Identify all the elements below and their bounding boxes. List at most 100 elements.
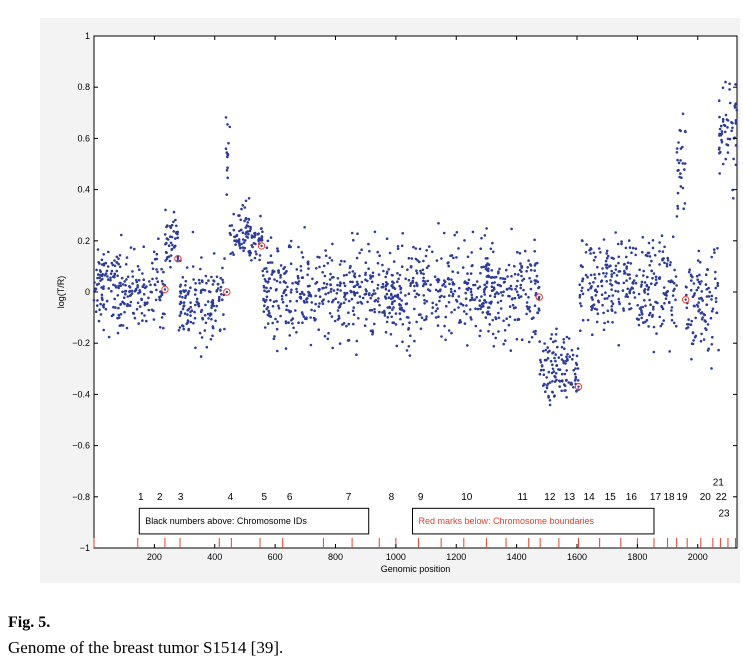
data-point (162, 326, 165, 330)
data-point (459, 320, 463, 324)
data-point (514, 287, 517, 291)
data-point (340, 259, 343, 263)
data-point (704, 273, 708, 276)
data-point (138, 305, 142, 308)
data-point (239, 218, 242, 222)
data-point (203, 329, 207, 332)
data-point (360, 248, 363, 251)
y-tick-label: −0.8 (72, 492, 90, 502)
chromosome-id-label: 15 (605, 492, 617, 503)
data-point (452, 282, 456, 286)
data-point (178, 326, 182, 329)
data-point (109, 276, 112, 280)
data-point (261, 230, 264, 233)
data-point (251, 245, 254, 249)
data-point (440, 257, 443, 260)
data-point (450, 290, 453, 294)
data-point (641, 312, 644, 316)
data-point (710, 367, 713, 370)
data-point (370, 308, 374, 312)
data-point (706, 323, 710, 326)
data-point (135, 307, 139, 311)
data-point (445, 304, 448, 308)
data-point (263, 267, 266, 270)
data-point (263, 289, 266, 293)
data-point (145, 302, 149, 305)
data-point (470, 318, 473, 321)
data-point (668, 350, 671, 353)
data-point (219, 285, 223, 289)
data-point (343, 260, 346, 263)
data-point (506, 275, 509, 278)
highlighted-point-ring (681, 295, 690, 304)
data-point (462, 310, 466, 313)
data-point (434, 288, 438, 292)
data-point (601, 303, 604, 307)
data-point (525, 269, 528, 273)
data-point (149, 283, 152, 287)
data-point (658, 250, 661, 253)
data-point (399, 317, 402, 321)
data-point (126, 295, 130, 298)
data-point (581, 277, 585, 281)
data-point (177, 329, 181, 332)
data-point (271, 269, 274, 272)
data-point (551, 363, 554, 367)
data-point (388, 305, 391, 309)
data-point (425, 315, 428, 318)
data-point (100, 293, 104, 297)
data-point (663, 261, 666, 265)
data-point (666, 259, 670, 262)
data-point (171, 243, 174, 247)
data-point (338, 263, 342, 266)
data-point (113, 264, 117, 268)
legend-text: Red marks below: Chromosome boundaries (418, 516, 594, 526)
data-point (580, 304, 583, 308)
data-point (193, 316, 197, 320)
data-point (255, 252, 258, 256)
data-point (547, 370, 551, 374)
data-point (714, 270, 717, 274)
data-point (386, 316, 390, 319)
data-point (610, 300, 613, 303)
data-point (647, 325, 650, 328)
data-point (385, 292, 389, 296)
data-point (215, 275, 219, 279)
data-point (394, 323, 398, 326)
data-point (458, 286, 461, 290)
data-point (532, 330, 535, 334)
chromosome-id-label: 17 (650, 492, 662, 503)
data-point (662, 257, 665, 260)
data-point (724, 113, 728, 117)
data-point (671, 294, 675, 297)
data-point (557, 356, 561, 359)
data-point (225, 169, 229, 172)
data-point (735, 109, 739, 112)
data-point (644, 304, 647, 308)
data-point (509, 284, 513, 288)
chromosome-id-label: 14 (584, 492, 596, 503)
data-point (607, 265, 611, 268)
chromosome-id-label: 10 (461, 492, 473, 503)
data-point (125, 304, 129, 308)
data-point (636, 318, 640, 321)
data-point (241, 238, 245, 241)
data-point (185, 266, 189, 269)
data-point (110, 289, 113, 293)
data-point (625, 267, 628, 270)
data-point (102, 287, 105, 291)
data-point (355, 283, 359, 287)
data-point (719, 133, 723, 137)
data-point (266, 322, 270, 325)
data-point (453, 233, 457, 237)
data-point (94, 310, 98, 314)
data-point (698, 297, 701, 300)
data-point (610, 273, 613, 276)
data-point (327, 291, 330, 295)
data-point (168, 235, 172, 238)
data-point (253, 256, 257, 260)
data-point (155, 257, 159, 261)
data-point (300, 251, 304, 254)
data-point (276, 320, 279, 324)
data-point (550, 333, 554, 336)
